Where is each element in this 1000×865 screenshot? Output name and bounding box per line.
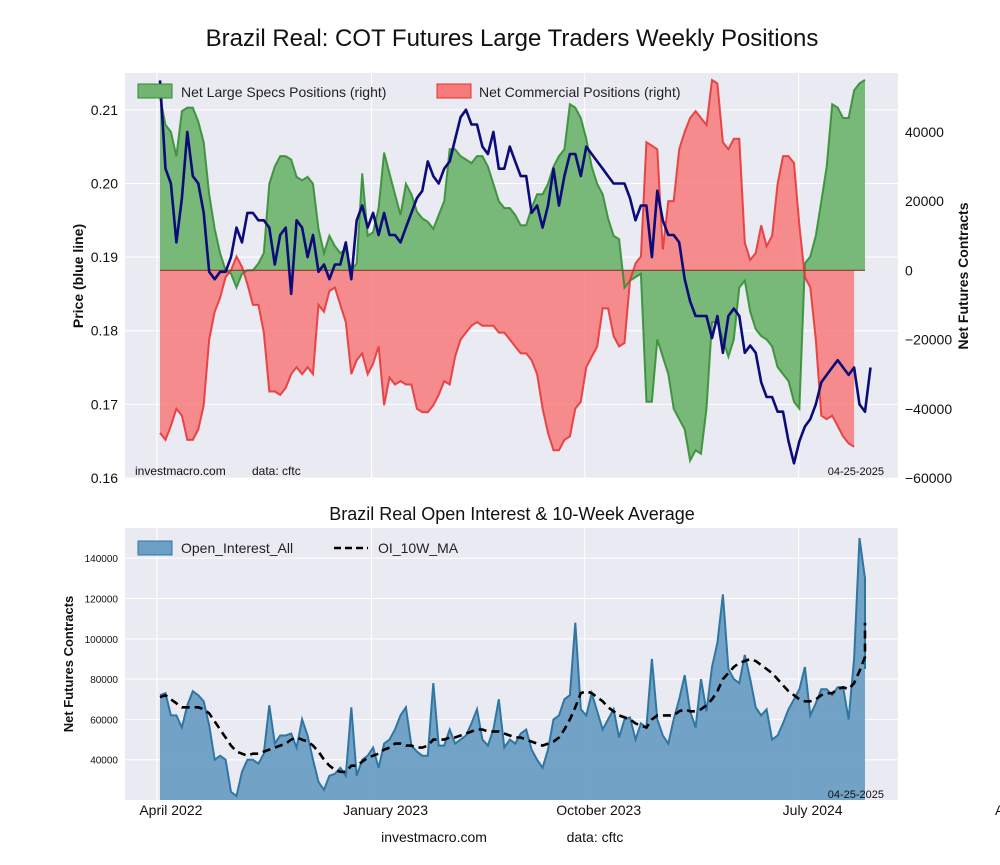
positions-legend: Net Large Specs Positions (right) Net Co…: [137, 83, 681, 100]
net-contracts-tick-label: −60000: [905, 470, 952, 486]
legend-swatch-open-interest: [137, 540, 173, 556]
net-contracts-tick-label: 0: [905, 262, 913, 278]
open-interest-tick-label: 60000: [90, 715, 118, 726]
price-tick-label: 0.21: [91, 102, 118, 118]
figure-title: Brazil Real: COT Futures Large Traders W…: [206, 25, 819, 52]
price-tick-label: 0.20: [91, 175, 118, 191]
price-axis-label: Price (blue line): [70, 224, 86, 328]
legend-swatch-specs: [137, 83, 173, 99]
open-interest-title: Brazil Real Open Interest & 10-Week Aver…: [329, 504, 695, 524]
open-interest-date-label: 04-25-2025: [828, 789, 884, 801]
net-large-specs-line: [159, 79, 866, 464]
date-tick-label: January 2023: [343, 802, 428, 818]
open-interest-tick-label: 40000: [90, 756, 118, 767]
net-contracts-tick-label: 20000: [905, 193, 944, 209]
net-contracts-tick-label: −20000: [905, 332, 952, 348]
open-interest-tick-label: 120000: [85, 595, 119, 606]
date-tick-label: July 2024: [783, 802, 843, 818]
positions-date-label: 04-25-2025: [828, 466, 884, 478]
oi-10w-ma-line: [159, 622, 867, 774]
price-line: [158, 80, 872, 465]
legend-label-specs: Net Large Specs Positions (right): [181, 84, 386, 100]
net-contracts-axis-label: Net Futures Contracts: [955, 202, 971, 349]
net-contracts-tick-label: 40000: [905, 124, 944, 140]
net-commercial-area: [160, 79, 855, 451]
net-large-specs-area: [160, 79, 865, 461]
open-interest-tick-label: 100000: [85, 635, 119, 646]
open-interest-tick-label: 80000: [90, 675, 118, 686]
legend-label-open-interest: Open_Interest_All: [181, 540, 293, 556]
legend-label-ma: OI_10W_MA: [378, 540, 459, 556]
open-interest-line: [159, 537, 866, 798]
open-interest-axis-label: Net Futures Contracts: [61, 596, 76, 733]
date-tick-label: October 2023: [556, 802, 641, 818]
legend-swatch-commercial: [436, 83, 472, 99]
open-interest-tick-label: 140000: [85, 554, 119, 565]
footer-source: data: cftc: [567, 829, 624, 845]
net-commercial-line: [159, 78, 855, 452]
price-tick-label: 0.18: [91, 323, 118, 339]
open-interest-legend: Open_Interest_All OI_10W_MA: [137, 540, 459, 556]
open-interest-panel: Brazil Real Open Interest & 10-Week Aver…: [61, 504, 1000, 818]
price-tick-label: 0.17: [91, 396, 118, 412]
legend-label-commercial: Net Commercial Positions (right): [479, 84, 681, 100]
watermark-site: investmacro.com: [135, 464, 226, 478]
watermark-source: data: cftc: [252, 464, 301, 478]
price-tick-label: 0.19: [91, 249, 118, 265]
positions-panel: 0.16 0.17 0.18 0.19 0.20 0.21 −60000 −40000 −20…: [70, 73, 971, 486]
date-tick-label: April 2022: [139, 802, 202, 818]
footer-site: investmacro.com: [381, 829, 487, 845]
date-tick-label: April 2025: [995, 802, 1000, 818]
net-contracts-tick-label: −40000: [905, 401, 952, 417]
price-tick-label: 0.16: [91, 470, 118, 486]
open-interest-area: [160, 538, 865, 800]
